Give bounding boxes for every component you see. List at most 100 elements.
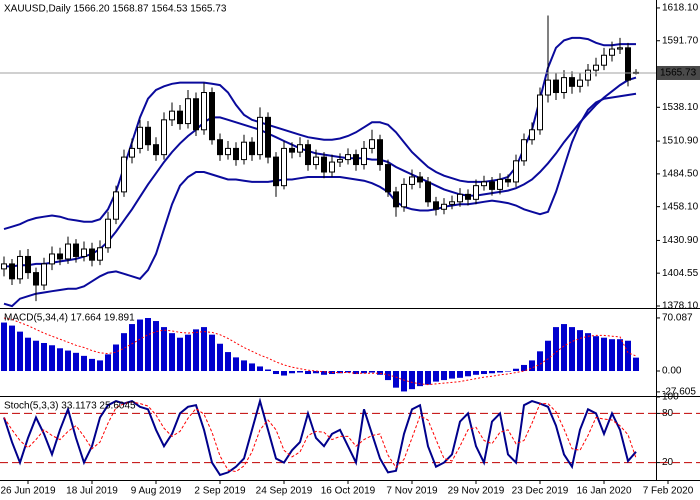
candle-body [393,191,399,208]
histogram-bar [257,366,263,372]
candle-body [497,178,503,190]
histogram-bar [9,325,15,372]
candle-body [273,156,279,187]
histogram-bar [393,371,399,388]
histogram-bar [361,371,367,374]
candle-body [337,159,343,163]
histogram-bar [441,371,447,381]
histogram-bar [1,322,7,372]
y-tick-label: 70.087 [662,313,693,324]
histogram-bar [497,371,503,373]
candle-body [257,116,263,156]
y-tick-label: 1378.10 [662,301,699,312]
histogram-bar [577,330,583,372]
bollinger-lower [3,92,637,308]
histogram-bar [273,371,279,375]
histogram-bar [145,318,151,372]
signal-line [3,317,637,386]
candle-body [201,92,207,131]
candle-body [249,141,255,156]
x-tick-label: 2 Sep 2019 [194,486,246,497]
candle-body [585,69,591,81]
histogram-bar [513,368,519,372]
candle-body [153,144,159,156]
histogram-bar [265,369,271,372]
candle-body [169,110,175,121]
price-label-box [657,65,700,80]
histogram-bar [353,371,359,375]
histogram-bar [457,371,463,378]
histogram-bar [81,355,87,372]
histogram-bar [433,371,439,382]
histogram-bar [89,358,95,372]
candle-body [401,183,407,208]
histogram-bar [505,371,511,372]
histogram-bar [633,357,639,372]
histogram-bar [489,371,495,374]
histogram-bar [97,360,103,372]
candle-body [225,147,231,156]
candle-body [177,110,183,125]
histogram-bar [537,351,543,372]
histogram-bar [49,345,55,372]
y-tick-label: 1484.50 [662,169,699,180]
candle-body [41,263,47,286]
x-tick-label: 23 Dec 2019 [512,486,569,497]
histogram-bar [521,364,527,372]
y-tick-label: 1430.90 [662,235,699,246]
x-tick-label: 26 Jun 2019 [0,486,55,497]
histogram-bar [73,352,79,372]
candle-body [193,98,199,131]
histogram-bar [289,371,295,374]
candle-body [113,191,119,220]
candle-body [97,247,103,261]
candle-body [65,243,71,260]
candle-body [121,156,127,193]
y-tick-label: 1404.55 [662,268,699,279]
candle-body [281,147,287,187]
histogram-bar [241,360,247,372]
histogram-bar [481,371,487,375]
candle-body [529,129,535,141]
histogram-bar [153,321,159,372]
histogram-bar [113,344,119,372]
candle-body [609,48,615,56]
candle-body [265,116,271,158]
candle-body [513,160,519,183]
histogram-bar [321,371,327,375]
candle-body [33,272,39,286]
histogram-bar [473,371,479,375]
candle-body [465,193,471,200]
histogram-bar [25,337,31,372]
candle-body [617,47,623,50]
candle-body [601,54,607,66]
histogram-bar [545,340,551,372]
histogram-bar [193,329,199,372]
histogram-bar [609,339,615,372]
candle-body [345,154,351,161]
candle-body [425,181,431,203]
candle-body [473,185,479,200]
histogram-bar [185,334,191,372]
histogram-bar [409,371,415,390]
candle-body [73,243,79,257]
y-tick-label: 0.00 [662,366,682,377]
histogram-bar [417,371,423,387]
histogram-bar [345,371,351,373]
histogram-bar [41,342,47,372]
histogram-bar [465,371,471,377]
candle-body [553,79,559,94]
histogram-bar [121,333,127,372]
candle-body [329,161,335,173]
candle-body [105,218,111,249]
x-tick-label: 9 Aug 2019 [131,486,182,497]
candle-body [25,255,31,274]
candle-body [161,119,167,156]
y-tick-label: 1458.10 [662,201,699,212]
x-tick-label: 7 Nov 2019 [386,486,438,497]
candle-body [313,156,319,166]
histogram-bar [617,339,623,372]
histogram-bar [313,371,319,374]
histogram-bar [569,327,575,372]
